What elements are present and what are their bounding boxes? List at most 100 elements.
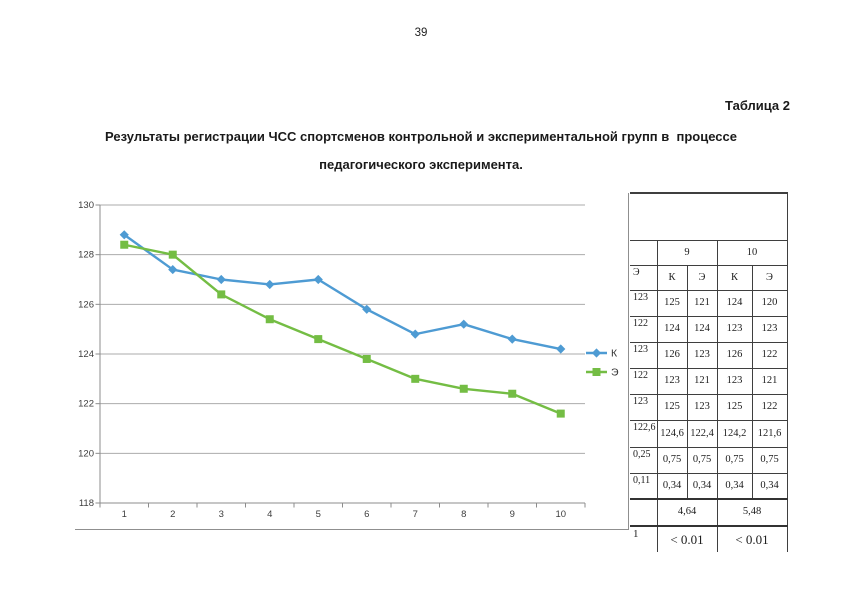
legend-label-Э: Э [611,367,619,379]
value-cell: 124 [686,316,718,343]
value-cell: 121,6 [751,420,788,448]
value-cell: 0,34 [686,473,718,500]
x-tick-label: 1 [122,509,127,520]
series-marker-К [362,304,372,314]
series-marker-К [507,334,517,344]
series-marker-К [216,274,226,285]
y-tick-label: 128 [78,250,94,261]
value-cell: 125 [656,394,688,421]
value-cell: 126 [656,342,688,369]
chart-canvas: 130 128 126 124 122 120 118 1 2 3 4 5 6 7 8 9 10 КЭ [78,200,619,520]
value-cell: 122 [751,394,788,421]
partial-value-cell: 122 [630,316,658,343]
y-tick-label: 122 [78,399,94,410]
x-tick-label: 6 [364,509,369,520]
results-table: 9 10 Э К Э К Э 123 125 121 124 120 122 124 124 123 123 12… [630,192,788,552]
value-cell: 0,75 [716,447,753,474]
p-value-cell: < 0.01 [656,525,718,552]
series-marker-Э [556,409,565,418]
series-marker-Э [314,335,323,344]
value-cell: 0,75 [686,447,718,474]
p-value-cell: < 0.01 [716,525,788,552]
series-marker-Э [120,240,129,249]
value-cell: 125 [656,290,688,317]
table-row: 4,64 5,48 [630,498,788,527]
series-marker-Э [265,315,274,324]
hr-line-chart: 130 128 126 124 122 120 118 1 2 3 4 5 6 7 8 9 10 К Э [75,193,629,530]
x-tick-label: 10 [555,509,566,520]
x-tick-label: 8 [461,509,466,520]
table-row: 123 126 123 126 122 [630,342,788,369]
series-line-К [123,233,561,351]
value-cell: 0,34 [716,473,753,500]
partial-value-cell: 123 [630,290,658,317]
y-tick-label: 118 [79,498,94,509]
document-title-line-1: Результаты регистрации ЧСС спортсменов к… [105,129,737,144]
partial-value-cell: 122 [630,368,658,395]
series-marker-К [119,230,129,240]
series-line-Э [124,243,562,415]
series-marker-Э [459,384,468,393]
table-row: 9 10 [630,240,788,266]
partial-p-cell: 1 [630,525,658,552]
series-marker-К [410,329,420,339]
value-cell: 0,75 [656,447,688,474]
group-subheader: К [656,265,688,291]
t-value-cell: 5,48 [716,498,788,527]
table-row [630,192,788,241]
partial-value-cell: 123 [630,342,658,369]
value-cell: 0,34 [751,473,788,500]
series-marker-К [556,344,566,354]
value-cell: 122 [751,342,788,369]
table-top-band [630,192,788,241]
value-cell: 123 [751,316,788,343]
group-subheader: Э [686,265,718,291]
partial-header-cell [630,240,658,266]
value-cell: 121 [751,368,788,395]
partial-value-cell: 122,6 [630,420,658,448]
value-cell: 124,6 [656,420,688,448]
measurement-group-header: 10 [716,240,788,266]
partial-value-cell: 123 [630,394,658,421]
value-cell: 122,4 [686,420,718,448]
legend-marker-К [591,348,602,358]
value-cell: 123 [716,368,753,395]
y-tick-label: 130 [78,200,94,211]
partial-value-cell: 0,25 [630,447,658,474]
value-cell: 0,75 [751,447,788,474]
series-marker-К [313,274,323,285]
x-tick-label: 2 [170,509,175,520]
table-row: 0,11 0,34 0,34 0,34 0,34 [630,473,788,500]
value-cell: 125 [716,394,753,421]
page-number: 39 [414,27,428,39]
value-cell: 123 [716,316,753,343]
table-row: 123 125 123 125 122 [630,394,788,421]
value-cell: 126 [716,342,753,369]
group-subheader: К [716,265,753,291]
y-tick-label: 126 [78,299,94,310]
table-row: 122 123 121 123 121 [630,368,788,395]
t-value-cell: 4,64 [656,498,718,527]
group-subheader: Э [751,265,788,291]
x-tick-label: 5 [316,509,321,520]
series-marker-Э [217,290,226,299]
value-cell: 121 [686,368,718,395]
measurement-group-header: 9 [656,240,718,266]
value-cell: 123 [686,342,718,369]
x-tick-label: 3 [219,509,224,520]
series-marker-К [265,279,275,290]
partial-value-cell: 0,11 [630,473,658,500]
partial-t-cell [630,498,658,527]
table-row: 122,6 124,6 122,4 124,2 121,6 [630,420,788,448]
series-marker-Э [362,354,371,363]
document-title-line-2: педагогического эксперимента. [319,157,523,172]
partial-subheader-cell: Э [630,265,658,291]
series-marker-Э [508,389,517,398]
value-cell: 124,2 [716,420,753,448]
value-cell: 124 [716,290,753,317]
value-cell: 0,34 [656,473,688,500]
legend-marker-Э [592,368,601,376]
y-tick-label: 124 [78,349,94,360]
